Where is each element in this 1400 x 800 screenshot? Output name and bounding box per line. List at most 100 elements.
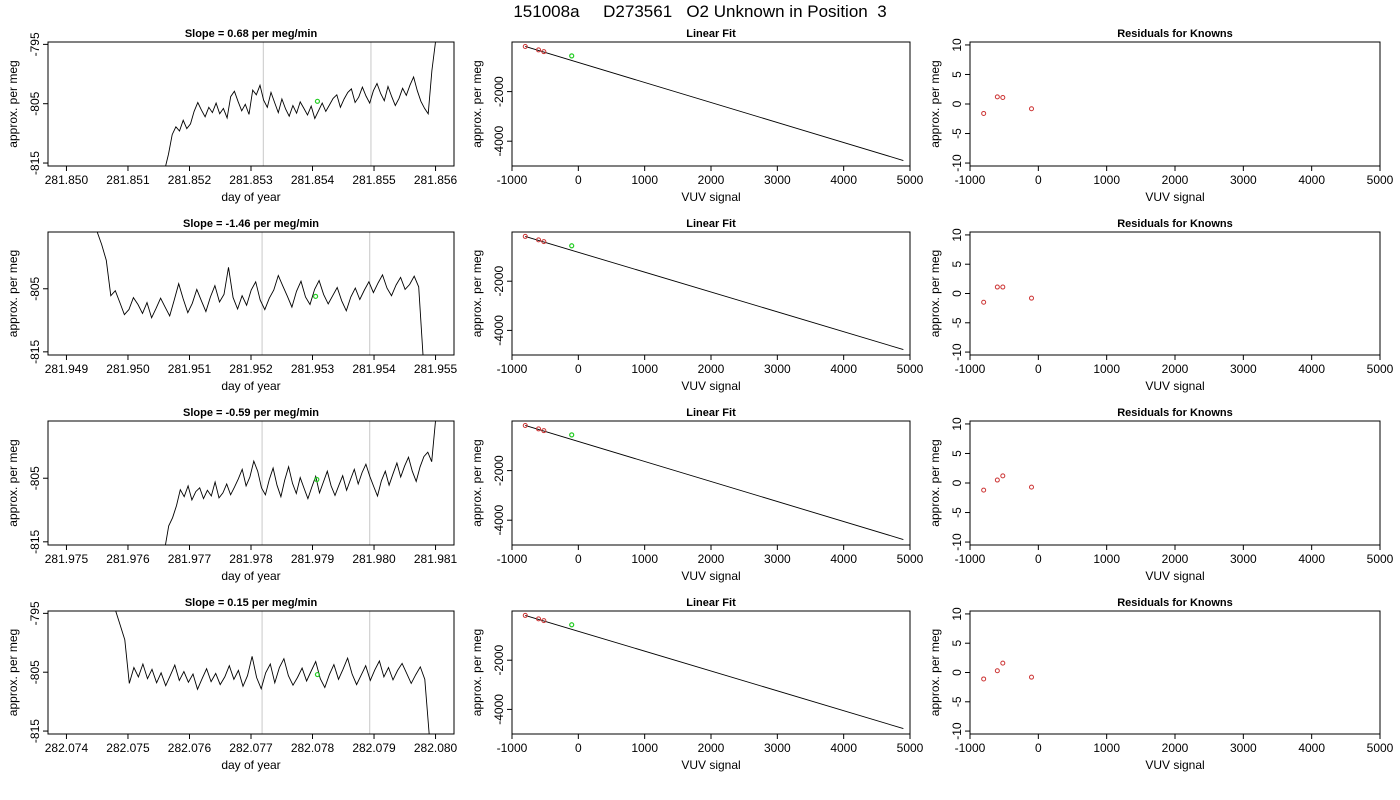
y-tick-label: -10 bbox=[950, 154, 964, 172]
x-tick-label: 1000 bbox=[1093, 741, 1120, 755]
plot-frame bbox=[47, 231, 455, 356]
y-axis-label: approx. per meg bbox=[928, 439, 942, 526]
figure-title: 151008a D273561 O2 Unknown in Position 3 bbox=[513, 2, 887, 21]
x-tick-label: 5000 bbox=[1367, 173, 1394, 187]
x-tick-label: 5000 bbox=[1367, 741, 1394, 755]
x-tick-label: 4000 bbox=[1298, 741, 1325, 755]
x-tick-label: 281.977 bbox=[168, 552, 212, 566]
residual-point bbox=[1029, 484, 1034, 490]
fit-line bbox=[525, 614, 904, 730]
panel-title: Linear Fit bbox=[686, 28, 736, 40]
x-tick-label: 282.078 bbox=[291, 741, 335, 755]
residual-point bbox=[994, 668, 1000, 674]
x-tick-label: 281.852 bbox=[168, 173, 212, 187]
y-tick-label: -2000 bbox=[492, 455, 506, 486]
x-tick-label: -1000 bbox=[497, 173, 528, 187]
x-tick-label: 3000 bbox=[764, 173, 791, 187]
known-point bbox=[536, 426, 542, 432]
y-tick-label: -805 bbox=[28, 466, 42, 490]
x-axis-label: VUV signal bbox=[1145, 758, 1204, 772]
residual-point bbox=[981, 299, 987, 305]
x-tick-label: 281.851 bbox=[106, 173, 150, 187]
x-tick-label: 3000 bbox=[764, 741, 791, 755]
plot-frame bbox=[969, 420, 1381, 546]
x-tick-label: 3000 bbox=[1230, 362, 1257, 376]
residual-point bbox=[994, 94, 1000, 100]
y-tick-label: 10 bbox=[950, 228, 964, 242]
y-tick-label: -805 bbox=[28, 276, 42, 300]
x-tick-label: 281.855 bbox=[352, 173, 396, 187]
y-axis-label: approx. per meg bbox=[928, 250, 942, 337]
residual-point bbox=[1000, 95, 1006, 101]
y-tick-label: -805 bbox=[28, 660, 42, 684]
x-tick-label: 0 bbox=[575, 741, 582, 755]
x-tick-label: 0 bbox=[1035, 173, 1042, 187]
y-axis-label: approx. per meg bbox=[6, 250, 20, 337]
x-axis-label: VUV signal bbox=[1145, 569, 1204, 583]
x-tick-label: -1000 bbox=[497, 362, 528, 376]
x-axis-label: day of year bbox=[221, 569, 280, 583]
y-tick-label: -2000 bbox=[492, 266, 506, 297]
panel-title: Slope = 0.68 per meg/min bbox=[185, 28, 318, 40]
x-tick-label: 281.954 bbox=[352, 362, 396, 376]
y-tick-label: -5 bbox=[950, 317, 964, 328]
x-tick-label: 1000 bbox=[631, 552, 658, 566]
residual-point bbox=[994, 477, 1000, 483]
known-point bbox=[541, 428, 547, 434]
x-tick-label: 281.952 bbox=[229, 362, 273, 376]
unknown-point bbox=[569, 622, 575, 628]
x-tick-label: 5000 bbox=[897, 552, 924, 566]
y-axis-label: approx. per meg bbox=[470, 439, 484, 526]
y-tick-label: 0 bbox=[950, 479, 964, 486]
known-point bbox=[536, 47, 542, 53]
x-tick-label: -1000 bbox=[955, 173, 986, 187]
x-tick-label: 2000 bbox=[1162, 173, 1189, 187]
x-axis-label: VUV signal bbox=[681, 569, 740, 583]
x-tick-label: 281.854 bbox=[291, 173, 335, 187]
y-axis-label: approx. per meg bbox=[6, 629, 20, 716]
x-tick-label: 281.850 bbox=[45, 173, 89, 187]
plot-frame bbox=[47, 420, 455, 546]
known-point bbox=[541, 49, 547, 55]
x-axis-label: day of year bbox=[221, 379, 280, 393]
x-axis-label: VUV signal bbox=[681, 379, 740, 393]
residual-point bbox=[1000, 660, 1006, 666]
x-tick-label: -1000 bbox=[497, 552, 528, 566]
fit-line bbox=[525, 425, 904, 540]
unknown-point bbox=[569, 432, 575, 438]
known-point bbox=[541, 618, 547, 624]
x-tick-label: 281.975 bbox=[45, 552, 89, 566]
y-axis-label: approx. per meg bbox=[6, 60, 20, 147]
unknown-marker bbox=[314, 671, 321, 678]
y-tick-label: -815 bbox=[28, 719, 42, 743]
y-tick-label: -4000 bbox=[492, 505, 506, 536]
panel-title: Slope = -1.46 per meg/min bbox=[183, 218, 319, 230]
panel-title: Residuals for Knowns bbox=[1117, 597, 1233, 609]
unknown-point bbox=[569, 53, 575, 59]
residual-point bbox=[1029, 674, 1034, 680]
x-tick-label: 282.079 bbox=[352, 741, 396, 755]
series-line bbox=[164, 421, 436, 545]
y-tick-label: -2000 bbox=[492, 76, 506, 107]
y-tick-label: -795 bbox=[28, 601, 42, 625]
y-axis-label: approx. per meg bbox=[928, 629, 942, 716]
panel-title: Residuals for Knowns bbox=[1117, 407, 1233, 419]
x-tick-label: 3000 bbox=[764, 362, 791, 376]
x-tick-label: -1000 bbox=[955, 552, 986, 566]
x-tick-label: 3000 bbox=[1230, 741, 1257, 755]
y-axis-label: approx. per meg bbox=[470, 250, 484, 337]
y-tick-label: -815 bbox=[28, 529, 42, 553]
panel-title: Slope = -0.59 per meg/min bbox=[183, 407, 319, 419]
fit-line bbox=[525, 46, 904, 161]
residual-point bbox=[981, 676, 987, 682]
known-point bbox=[541, 239, 547, 245]
y-tick-label: 5 bbox=[950, 450, 964, 457]
x-tick-label: 4000 bbox=[1298, 362, 1325, 376]
y-tick-label: 0 bbox=[950, 669, 964, 676]
x-tick-label: 2000 bbox=[698, 741, 725, 755]
y-tick-label: -10 bbox=[950, 722, 964, 740]
y-tick-label: 10 bbox=[950, 607, 964, 621]
residual-point bbox=[1029, 106, 1034, 112]
y-tick-label: -4000 bbox=[492, 315, 506, 346]
